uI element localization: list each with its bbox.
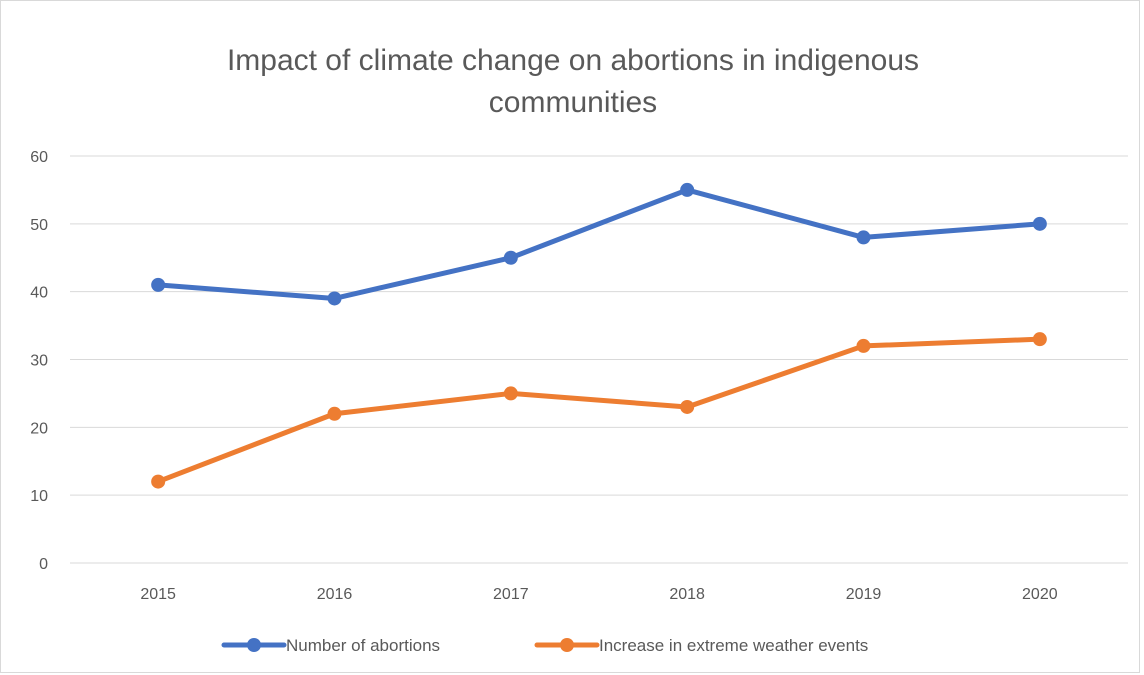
- data-point-abortions-2018: [680, 182, 695, 197]
- x-tick-label-2016: 2016: [317, 586, 353, 603]
- data-point-weather-2015: [151, 474, 166, 489]
- legend-item-extreme-weather: Increase in extreme weather events: [534, 636, 868, 655]
- data-point-abortions-2015: [151, 277, 166, 292]
- x-axis-tick-labels: 2015 2016 2017 2018 2019 2020: [140, 586, 1057, 603]
- data-point-weather-2016: [327, 406, 342, 421]
- data-point-abortions-2020: [1032, 216, 1047, 231]
- series-line-weather: [155, 336, 1043, 485]
- y-tick-label-40: 40: [30, 285, 48, 302]
- x-tick-label-2015: 2015: [140, 586, 176, 603]
- chart-title-line-2: communities: [489, 86, 657, 119]
- data-point-weather-2019: [856, 338, 871, 353]
- data-point-weather-2017: [503, 386, 518, 401]
- x-tick-label-2018: 2018: [669, 586, 705, 603]
- data-point-abortions-2019: [856, 230, 871, 245]
- data-point-abortions-2017: [503, 250, 518, 265]
- x-tick-label-2020: 2020: [1022, 586, 1058, 603]
- series-layer: [151, 182, 1047, 489]
- legend-label-number-of-abortions: Number of abortions: [286, 636, 440, 655]
- y-tick-label-10: 10: [30, 488, 48, 505]
- legend: Number of abortions Increase in extreme …: [221, 636, 868, 655]
- y-tick-label-0: 0: [39, 556, 48, 573]
- legend-swatch-marker-weather: [560, 638, 574, 652]
- data-point-weather-2018: [680, 399, 695, 414]
- y-tick-label-30: 30: [30, 353, 48, 370]
- legend-label-extreme-weather: Increase in extreme weather events: [599, 636, 868, 655]
- legend-swatch-marker-abortions: [247, 638, 261, 652]
- data-point-abortions-2016: [327, 291, 342, 306]
- series-line-abortions: [155, 187, 1043, 301]
- legend-item-number-of-abortions: Number of abortions: [221, 636, 440, 655]
- y-tick-label-20: 20: [30, 420, 48, 437]
- y-tick-label-60: 60: [30, 149, 48, 166]
- data-point-weather-2020: [1032, 332, 1047, 347]
- x-tick-label-2019: 2019: [846, 586, 882, 603]
- y-axis-tick-labels: 0 10 20 30 40 50 60: [30, 149, 48, 573]
- x-tick-label-2017: 2017: [493, 586, 529, 603]
- y-tick-label-50: 50: [30, 217, 48, 234]
- chart-title-line-1: Impact of climate change on abortions in…: [227, 44, 919, 77]
